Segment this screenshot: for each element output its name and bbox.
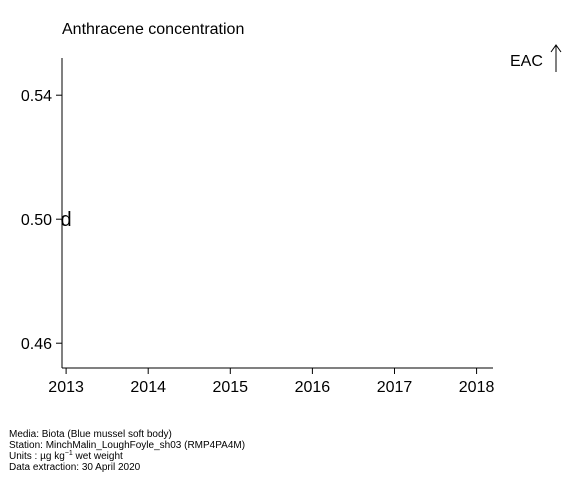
y-tick-label: 0.54 — [21, 88, 52, 105]
eac-arrow-icon — [550, 44, 562, 53]
axes — [61, 58, 493, 369]
x-tick-label: 2015 — [212, 379, 248, 396]
footer-units: Units : µg kg−1 wet weight — [9, 450, 245, 462]
x-tick-label: 2014 — [130, 379, 166, 396]
x-tick-label: 2013 — [48, 379, 84, 396]
chart-footer: Media: Biota (Blue mussel soft body) Sta… — [9, 429, 245, 473]
x-tick-label: 2016 — [295, 379, 331, 396]
data-point-marker: d — [61, 209, 72, 231]
footer-units-prefix: Units : µg kg — [9, 451, 65, 462]
chart-title: Anthracene concentration — [62, 21, 244, 38]
data-points: d — [61, 209, 72, 231]
x-tick-label: 2017 — [377, 379, 413, 396]
y-tick-label: 0.50 — [21, 212, 52, 229]
footer-units-suffix: wet weight — [72, 451, 123, 462]
x-tick-label: 2018 — [459, 379, 495, 396]
footer-station: Station: MinchMalin_LoughFoyle_sh03 (RMP… — [9, 440, 246, 451]
x-axis-ticks: 2013 2014 2015 2016 2017 2018 — [48, 368, 494, 396]
eac-label: EAC — [510, 53, 543, 70]
y-tick-label: 0.46 — [21, 336, 52, 353]
footer-units-superscript: −1 — [64, 450, 73, 457]
footer-media: Media: Biota (Blue mussel soft body) — [9, 429, 172, 440]
eac-indicator: EAC — [510, 44, 562, 72]
y-axis-ticks: 0.46 0.50 0.54 — [21, 88, 62, 353]
footer-extraction: Data extraction: 30 April 2020 — [9, 462, 141, 473]
